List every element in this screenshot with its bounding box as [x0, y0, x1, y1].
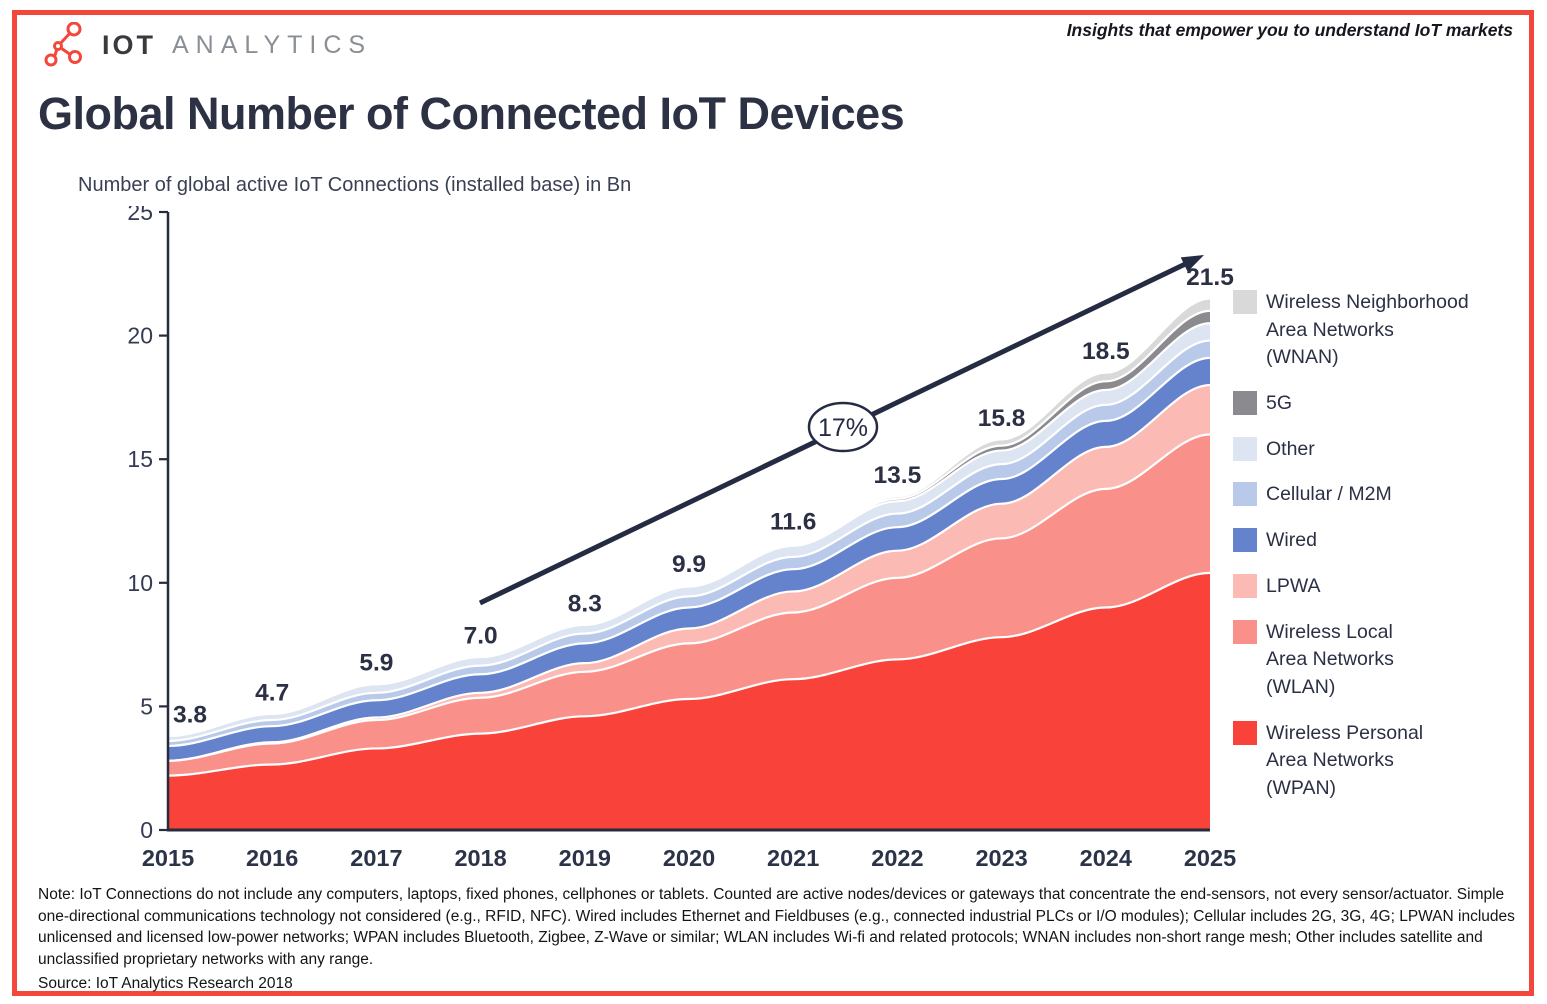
legend-swatch — [1233, 436, 1257, 461]
x-tick-label: 2020 — [663, 845, 715, 866]
x-tick-label: 2019 — [559, 845, 611, 866]
tagline: Insights that empower you to understand … — [1066, 20, 1513, 40]
y-tick-label: 0 — [140, 817, 153, 843]
separator-line — [167, 339, 1211, 743]
legend-swatch — [1233, 619, 1257, 644]
legend-swatch — [1233, 573, 1257, 598]
separator-line — [167, 297, 1211, 738]
legend-item-5g: 5G — [1233, 390, 1533, 418]
legend-swatch — [1233, 391, 1257, 416]
y-tick-label: 15 — [127, 446, 153, 472]
total-label-2018: 7.0 — [464, 622, 498, 649]
footnote: Note: IoT Connections do not include any… — [38, 886, 1515, 969]
x-tick-label: 2018 — [454, 845, 506, 866]
logo-text-analytics: ANALYTICS — [172, 30, 373, 59]
area-wireless-personal-area-networks-wpan- — [168, 572, 1210, 830]
legend-swatch — [1233, 720, 1257, 745]
x-tick-label: 2023 — [975, 845, 1027, 866]
footer: Note: IoT Connections do not include any… — [38, 884, 1518, 994]
separator-line — [167, 356, 1211, 748]
y-tick-label: 25 — [127, 206, 153, 225]
y-tick-label: 10 — [127, 570, 153, 596]
page-title: Global Number of Connected IoT Devices — [38, 88, 905, 139]
legend-label: Other — [1266, 437, 1315, 460]
legend-swatch — [1233, 528, 1257, 553]
chart-subtitle: Number of global active IoT Connections … — [78, 174, 632, 196]
legend-swatch — [1233, 482, 1257, 507]
total-label-2021: 11.6 — [770, 509, 816, 536]
y-tick-label: 20 — [127, 323, 153, 349]
x-tick-label: 2015 — [142, 845, 194, 866]
legend-swatch — [1233, 290, 1257, 314]
total-label-2022: 13.5 — [874, 462, 922, 489]
source-line: Source: IoT Analytics Research 2018 — [38, 974, 293, 992]
legend-item-other: Other — [1233, 436, 1533, 464]
legend-label: Wireless Local Area Networks (WLAN) — [1266, 620, 1394, 698]
total-label-2016: 4.7 — [255, 679, 289, 706]
x-tick-label: 2017 — [350, 845, 402, 866]
legend-label: Wireless Personal Area Networks (WPAN) — [1266, 721, 1424, 799]
x-tick-label: 2024 — [1080, 845, 1132, 866]
legend-item-cellular-m2m: Cellular / M2M — [1233, 481, 1533, 509]
legend-label: LPWA — [1266, 574, 1321, 597]
x-tick-label: 2022 — [871, 845, 923, 866]
total-label-2015: 3.8 — [173, 702, 207, 729]
legend-label: Cellular / M2M — [1266, 483, 1392, 506]
legend-item-lpwa: LPWA — [1233, 573, 1533, 601]
cagr-arrow-head — [1180, 255, 1204, 272]
total-label-2017: 5.9 — [359, 650, 393, 677]
logo-text-iot: IOT — [102, 29, 156, 60]
cagr-badge — [807, 401, 879, 453]
legend-label: Wired — [1266, 529, 1317, 552]
separator-line — [167, 433, 1211, 762]
iot-analytics-logo: IOT ANALYTICS — [44, 22, 372, 68]
stacked-area-chart: 0 5 10 15 20 25 2015 2016 2017 2018 2019 2020 2021 20… — [100, 199, 1240, 871]
legend-label: Wireless Neighborhood Area Networks (WNAN) — [1266, 291, 1469, 369]
legend-item-wired: Wired — [1233, 527, 1533, 555]
legend-item-wireless-personal-area-networks-wpan-: Wireless Personal Area Networks (WPAN) — [1233, 720, 1533, 803]
separator-line — [167, 571, 1211, 777]
separator-line — [167, 383, 1211, 762]
x-tick-label: 2021 — [767, 845, 819, 866]
total-label-2024: 18.5 — [1082, 338, 1130, 365]
legend-item-wireless-local-area-networks-wlan-: Wireless Local Area Networks (WLAN) — [1233, 619, 1533, 702]
total-label-2019: 8.3 — [568, 590, 602, 617]
total-label-2020: 9.9 — [672, 551, 706, 578]
x-tick-label: 2025 — [1184, 845, 1236, 866]
total-label-2023: 15.8 — [978, 405, 1026, 432]
legend-item-wireless-neighborhood-area-networks-wnan-: Wireless Neighborhood Area Networks (WNAN) — [1233, 289, 1533, 372]
legend-label: 5G — [1266, 392, 1293, 415]
molecule-logo-icon — [44, 22, 90, 68]
total-label-2025: 21.5 — [1186, 264, 1234, 291]
cagr-badge-label: 17% — [818, 414, 868, 442]
x-tick-label: 2016 — [246, 845, 298, 866]
y-tick-label: 5 — [140, 693, 153, 719]
chart-legend: Wireless Neighborhood Area Networks (WNAN)… — [1233, 289, 1533, 803]
